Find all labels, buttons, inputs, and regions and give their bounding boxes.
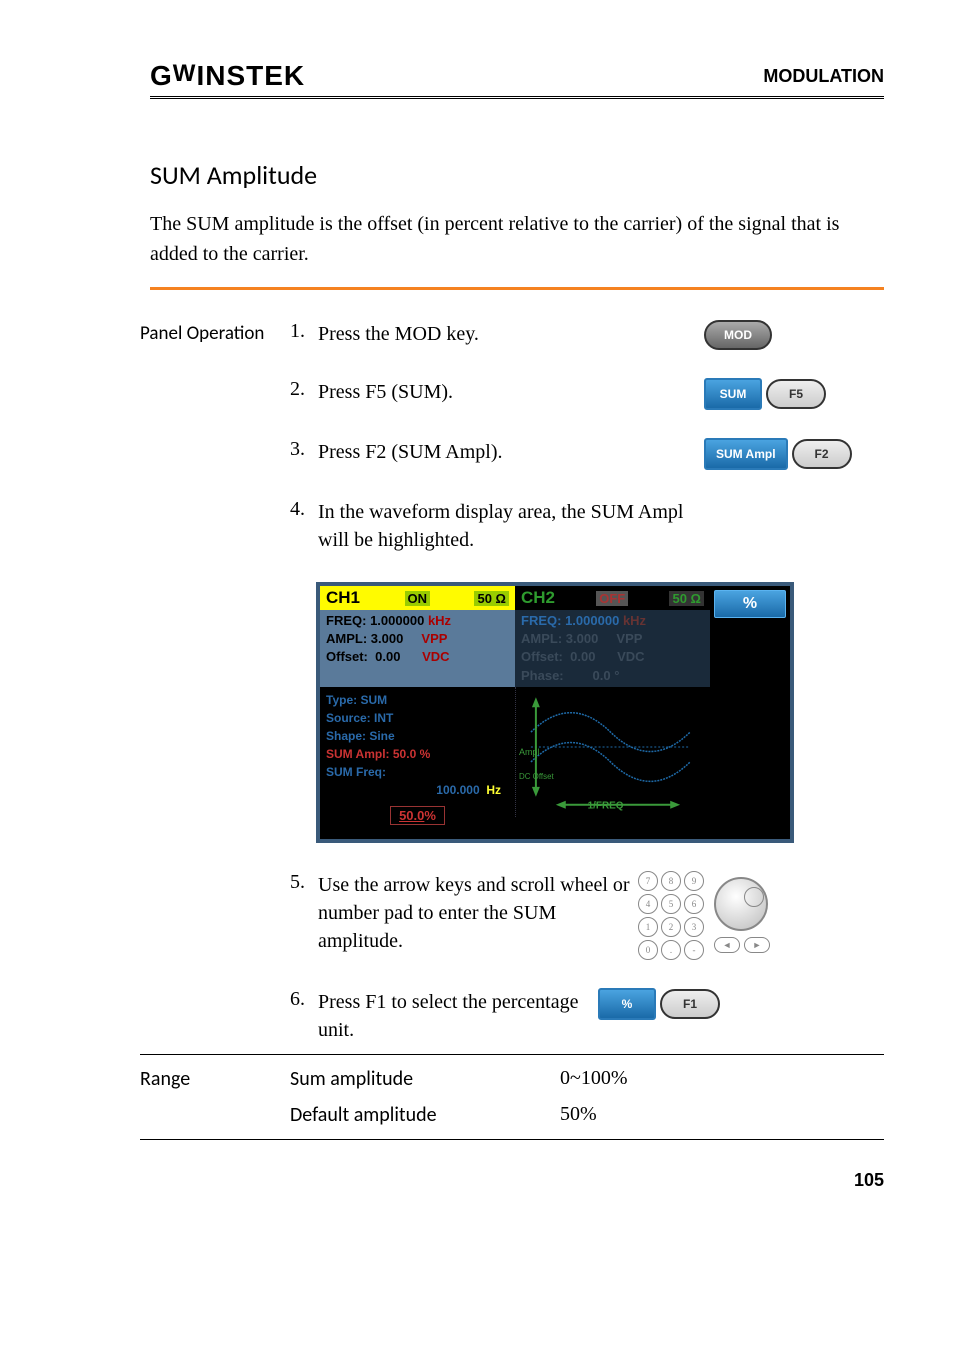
- step-1-text: Press the MOD key.: [318, 320, 704, 348]
- waveform-display: Ampl DC Offset 1/FREQ: [515, 687, 710, 817]
- step-4-text: In the waveform display area, the SUM Am…: [318, 498, 704, 554]
- f5-key: F5: [766, 379, 826, 409]
- mod-key: MOD: [704, 320, 772, 350]
- page-number: 105: [150, 1170, 884, 1191]
- step-3-row: 3. Press F2 (SUM Ampl). SUM Ampl F2: [150, 438, 884, 470]
- range-default-key: Default amplitude: [290, 1103, 560, 1127]
- range-label: Range: [140, 1067, 290, 1091]
- intro-text: The SUM amplitude is the offset (in perc…: [150, 209, 884, 269]
- step-2-text: Press F5 (SUM).: [318, 378, 704, 406]
- ch2-info: FREQ: 1.000000 kHz AMPL: 3.000 VPP Offse…: [515, 610, 710, 687]
- right-arrow-icon: ►: [744, 937, 770, 953]
- step-1-buttons: MOD: [704, 320, 884, 350]
- step-3-num: 3.: [290, 438, 318, 461]
- svg-text:DC Offset: DC Offset: [519, 772, 554, 781]
- step-5-controls: 7 8 9 4 5 6 1 2 3 0 . - ◄ ►: [638, 871, 868, 960]
- f1-key: F1: [660, 989, 720, 1019]
- svg-text:Ampl: Ampl: [519, 747, 539, 757]
- step-3-text: Press F2 (SUM Ampl).: [318, 438, 704, 466]
- step-6-text: Press F1 to select the percentage unit.: [318, 988, 598, 1044]
- ch2-off-tag: OFF: [596, 591, 628, 606]
- step-1-num: 1.: [290, 320, 318, 343]
- ch1-header: CH1 ON 50 Ω: [320, 586, 515, 610]
- left-arrow-icon: ◄: [714, 937, 740, 953]
- percent-btn: %: [598, 988, 656, 1020]
- ch1-ohm: 50 Ω: [474, 591, 509, 606]
- section-title: SUM Amplitude: [150, 159, 884, 191]
- page-header: GWINSTEK MODULATION: [150, 60, 884, 99]
- range-sum-key: Sum amplitude: [290, 1067, 560, 1091]
- logo-w: W: [173, 60, 197, 88]
- step-6-buttons: % F1: [598, 988, 778, 1020]
- step-1-row: Panel Operation 1. Press the MOD key. MO…: [150, 320, 884, 350]
- logo-rest: INSTEK: [196, 60, 305, 92]
- orange-rule: [150, 287, 884, 290]
- side-buttons: %: [710, 586, 790, 839]
- step-5-text: Use the arrow keys and scroll wheel or n…: [318, 871, 638, 955]
- divider: [140, 1054, 884, 1055]
- logo-g: G: [150, 60, 173, 92]
- mod-info: Type: SUM Source: INT Shape: Sine SUM Am…: [320, 687, 515, 803]
- step-5-num: 5.: [290, 871, 318, 894]
- f2-key: F2: [792, 439, 852, 469]
- logo: GWINSTEK: [150, 60, 305, 92]
- step-4-num: 4.: [290, 498, 318, 521]
- step-6-num: 6.: [290, 988, 318, 1011]
- scroll-wheel-icon: [714, 877, 768, 931]
- step-4-row: 4. In the waveform display area, the SUM…: [150, 498, 884, 554]
- sum-softkey: SUM: [704, 378, 762, 410]
- numpad-icon: 7 8 9 4 5 6 1 2 3 0 . -: [638, 871, 704, 960]
- step-5-row: 5. Use the arrow keys and scroll wheel o…: [150, 871, 884, 960]
- entry-box: 50.0%: [320, 803, 515, 828]
- step-2-buttons: SUM F5: [704, 378, 884, 410]
- range-table: Range Sum amplitude 0~100% Default ampli…: [140, 1061, 884, 1133]
- step-3-buttons: SUM Ampl F2: [704, 438, 884, 470]
- range-sum-val: 0~100%: [560, 1067, 884, 1091]
- step-6-row: 6. Press F1 to select the percentage uni…: [150, 988, 884, 1044]
- ch2-header: CH2 OFF 50 Ω: [515, 586, 710, 610]
- ch2-ohm: 50 Ω: [669, 591, 704, 606]
- percent-softkey: %: [714, 590, 786, 618]
- device-screenshot: CH1 ON 50 Ω FREQ: 1.000000 kHz AMPL: 3.0…: [316, 582, 794, 843]
- ch1-on-tag: ON: [405, 591, 431, 606]
- ch1-info: FREQ: 1.000000 kHz AMPL: 3.000 VPP Offse…: [320, 610, 515, 687]
- ch2-label: CH2: [521, 588, 555, 608]
- header-section: MODULATION: [763, 66, 884, 87]
- step-2-num: 2.: [290, 378, 318, 401]
- range-default-val: 50%: [560, 1103, 884, 1127]
- svg-text:1/FREQ: 1/FREQ: [588, 800, 624, 811]
- step-2-row: 2. Press F5 (SUM). SUM F5: [150, 378, 884, 410]
- ch1-label: CH1: [326, 588, 360, 608]
- panel-operation-label: Panel Operation: [140, 320, 290, 345]
- sumampl-softkey: SUM Ampl: [704, 438, 788, 470]
- divider-bottom: [140, 1139, 884, 1140]
